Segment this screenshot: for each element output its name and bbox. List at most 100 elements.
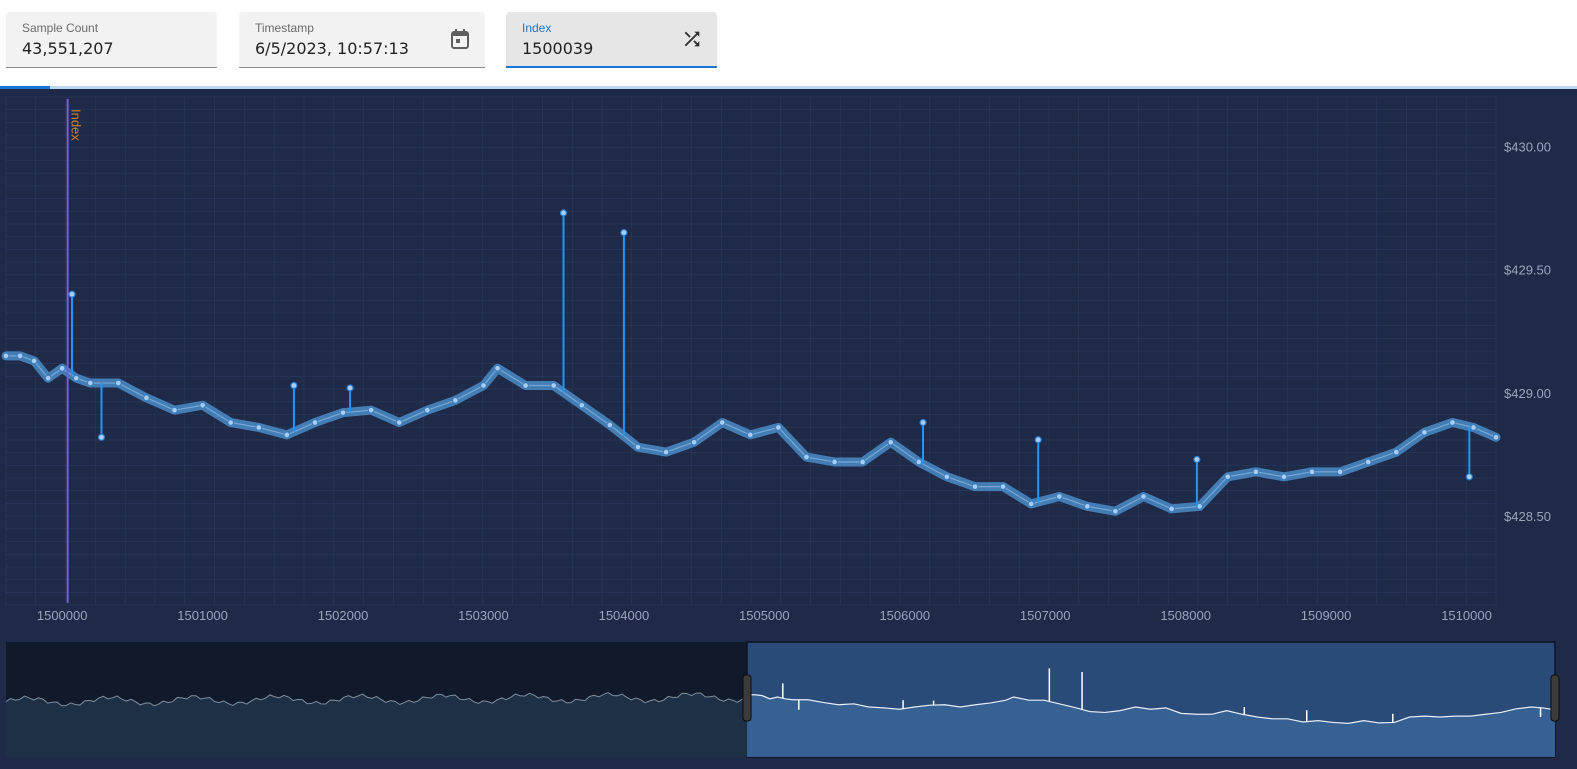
price-point (634, 443, 642, 451)
price-chart[interactable]: 1500000 1501000 1502000 1503000 1504000 15050… (0, 89, 1577, 769)
price-point (339, 409, 347, 416)
x-tick-label: 1510000 (1441, 608, 1492, 623)
price-point (1224, 473, 1232, 481)
y-tick-label: $429.00 (1504, 386, 1551, 401)
price-point (550, 382, 557, 389)
price-point (1112, 507, 1119, 515)
price-point (424, 406, 431, 414)
price-point (494, 364, 501, 372)
price-point (452, 397, 459, 404)
spike-point (1465, 473, 1473, 481)
calendar-icon[interactable] (449, 28, 471, 50)
x-tick-label: 1505000 (739, 608, 790, 623)
y-tick-label: $429.50 (1504, 263, 1551, 278)
price-point (44, 374, 52, 382)
spike-point (919, 418, 927, 427)
timestamp-value[interactable]: 6/5/2023, 10:57:13 (255, 39, 409, 58)
price-point (1364, 458, 1372, 466)
price-point (775, 424, 782, 431)
price-series-highlight (6, 355, 1497, 512)
sample-count-field[interactable]: Sample Count 43,551,207 (6, 12, 217, 68)
x-tick-label: 1500000 (37, 608, 88, 623)
spike-point (1034, 436, 1042, 444)
price-point (690, 438, 698, 446)
price-point (16, 352, 24, 360)
toolbar: Sample Count 43,551,207 Timestamp 6/5/20… (0, 0, 1577, 86)
price-point (30, 357, 38, 365)
spike-point (559, 209, 568, 217)
x-tick-label: 1508000 (1160, 608, 1211, 623)
shuffle-icon[interactable] (681, 28, 703, 50)
price-chart-svg[interactable]: 1500000 1501000 1502000 1503000 1504000 15050… (0, 89, 1577, 769)
overview-handle-right[interactable] (1550, 674, 1560, 722)
price-point (1308, 468, 1316, 476)
spike-point (68, 290, 76, 298)
price-point (718, 419, 726, 426)
price-point (1492, 434, 1500, 441)
price-point (367, 406, 375, 414)
loading-progress-fill (0, 86, 51, 89)
y-tick-label: $428.50 (1504, 509, 1551, 524)
price-point (1336, 468, 1344, 476)
price-point (311, 419, 319, 426)
price-point (1140, 493, 1147, 500)
x-tick-label: 1509000 (1301, 608, 1352, 623)
timestamp-field[interactable]: Timestamp 6/5/2023, 10:57:13 (239, 12, 485, 68)
price-point (1392, 448, 1400, 456)
price-point (522, 382, 529, 389)
price-point (606, 421, 614, 429)
spike-point (346, 384, 354, 392)
index-marker-label: Index (69, 109, 84, 141)
price-point (480, 382, 487, 389)
price-point (831, 458, 838, 466)
overview-handle-left[interactable] (742, 674, 752, 722)
price-point (999, 483, 1007, 490)
price-point (143, 394, 150, 402)
sample-count-label: Sample Count (22, 21, 99, 35)
overview-line-right (747, 694, 1556, 724)
x-tick-label: 1506000 (879, 608, 930, 623)
price-point (803, 453, 810, 461)
index-label: Index (522, 21, 552, 35)
spike-point (1193, 455, 1201, 464)
price-point (662, 448, 670, 456)
loading-progress (0, 86, 1577, 89)
y-tick-label: $430.00 (1504, 139, 1551, 154)
price-point (171, 406, 178, 414)
spike-point (290, 381, 298, 390)
price-point (1027, 500, 1035, 508)
price-point (283, 431, 291, 439)
sample-count-value[interactable]: 43,551,207 (22, 39, 114, 58)
price-point (199, 401, 206, 409)
spike-point (620, 229, 628, 237)
price-point (859, 458, 866, 466)
price-point (58, 364, 66, 372)
timestamp-label: Timestamp (255, 21, 314, 35)
price-point (915, 458, 923, 466)
price-point (1168, 505, 1175, 513)
price-point (395, 419, 403, 426)
index-field[interactable]: Index 1500039 (506, 12, 717, 68)
price-point (746, 431, 754, 439)
x-tick-label: 1501000 (177, 608, 228, 623)
price-point (1252, 468, 1260, 476)
price-point (1449, 419, 1456, 426)
price-point (578, 401, 586, 409)
price-point (1280, 473, 1288, 481)
price-point (1421, 429, 1428, 436)
price-point (971, 483, 979, 490)
x-tick-label: 1504000 (599, 608, 650, 623)
index-value[interactable]: 1500039 (522, 39, 594, 58)
price-point (887, 438, 895, 446)
price-point (943, 473, 951, 481)
x-tick-label: 1502000 (318, 608, 369, 623)
price-point (115, 379, 122, 387)
overview-area-left (6, 692, 747, 757)
overview-line-left (5, 691, 748, 707)
x-tick-label: 1507000 (1020, 608, 1071, 623)
price-point (2, 352, 10, 360)
price-point (1055, 493, 1063, 500)
x-tick-label: 1503000 (458, 608, 509, 623)
price-point (72, 374, 80, 382)
price-point (255, 424, 263, 431)
